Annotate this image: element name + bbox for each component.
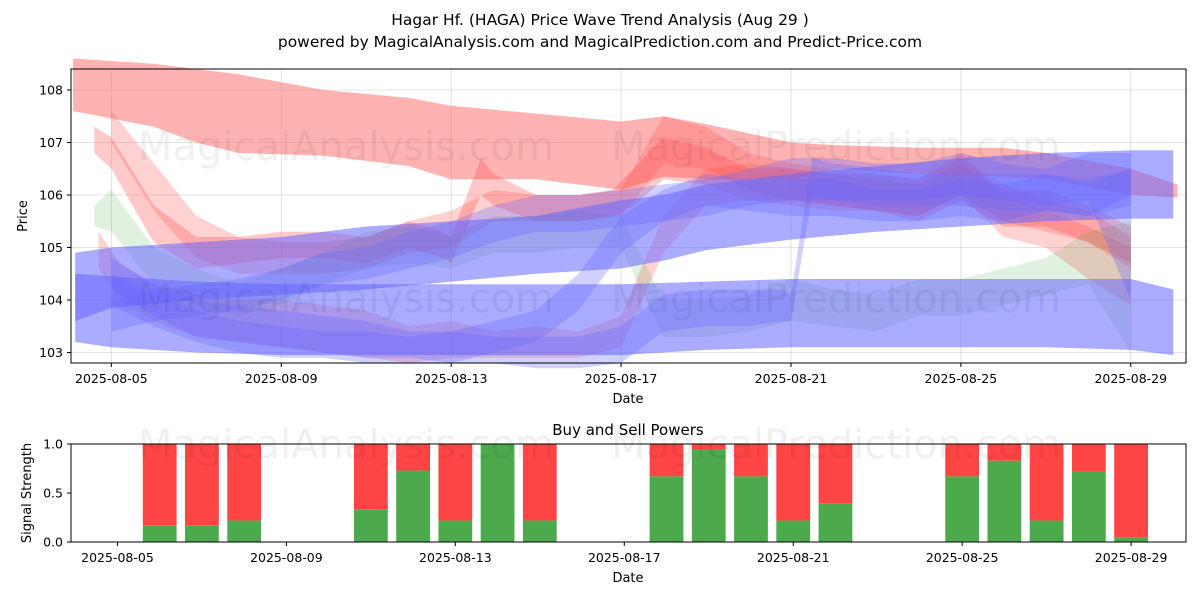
buy-bar bbox=[818, 503, 853, 542]
buy-bar bbox=[987, 460, 1022, 542]
price-band-blue-wave-3 bbox=[111, 153, 1131, 332]
price-band-red-wave-1 bbox=[94, 126, 1131, 269]
sell-bar bbox=[438, 444, 473, 521]
signal-x-axis-label: Date bbox=[612, 571, 643, 586]
price-wave-panel: MagicalAnalysis.com MagicalPrediction.co… bbox=[16, 58, 1187, 407]
buy-bar bbox=[142, 525, 177, 542]
watermark-prediction-mid: MagicalPrediction.com bbox=[611, 276, 1061, 322]
price-x-tick-label: 2025-08-29 bbox=[1094, 371, 1167, 386]
price-x-tick-label: 2025-08-17 bbox=[585, 371, 658, 386]
buy-bar bbox=[734, 476, 768, 542]
price-plot-frame bbox=[70, 68, 1187, 364]
buy-bar bbox=[227, 520, 262, 542]
sell-bar bbox=[691, 444, 726, 450]
signal-x-tick-label: 2025-08-29 bbox=[1095, 550, 1168, 565]
watermark-prediction-bottom: MagicalPrediction.com bbox=[611, 422, 1061, 468]
chart-title: Hagar Hf. (HAGA) Price Wave Trend Analys… bbox=[391, 11, 809, 29]
buy-bar bbox=[691, 449, 726, 542]
price-x-tick-label: 2025-08-21 bbox=[755, 371, 828, 386]
sell-bar bbox=[776, 444, 811, 521]
price-band-blue-wave-1 bbox=[111, 158, 1131, 369]
price-band-red-upper-band bbox=[73, 58, 1178, 198]
price-y-tick-label: 103 bbox=[39, 345, 63, 360]
sell-bar bbox=[1029, 444, 1064, 521]
price-x-tick-label: 2025-08-05 bbox=[75, 371, 148, 386]
buy-bar bbox=[480, 444, 515, 542]
price-band-blue-wave-2 bbox=[111, 168, 1131, 363]
watermark-analysis-top: MagicalAnalysis.com bbox=[138, 124, 554, 170]
price-y-tick-label: 108 bbox=[39, 83, 63, 98]
watermark-analysis-bottom: MagicalAnalysis.com bbox=[138, 422, 554, 468]
price-y-axis-label: Price bbox=[16, 200, 31, 232]
sell-bar bbox=[649, 444, 684, 477]
watermark-prediction-top: MagicalPrediction.com bbox=[611, 124, 1061, 170]
buy-bar bbox=[1029, 520, 1064, 542]
buy-bar bbox=[776, 520, 811, 542]
price-x-axis-label: Date bbox=[612, 392, 643, 407]
sell-bar bbox=[1114, 444, 1148, 538]
buy-bar bbox=[185, 525, 219, 542]
sell-bar bbox=[227, 444, 262, 521]
sell-bar bbox=[1071, 444, 1106, 472]
price-band-blue-upper-band bbox=[75, 150, 1174, 321]
chart-subtitle: powered by MagicalAnalysis.com and Magic… bbox=[278, 33, 922, 51]
sell-bar bbox=[522, 444, 557, 521]
price-x-tick-label: 2025-08-09 bbox=[245, 371, 318, 386]
sell-bar bbox=[353, 444, 388, 510]
sell-bar bbox=[142, 444, 177, 526]
signal-y-tick-label: 0.5 bbox=[43, 486, 63, 501]
signal-y-tick-label: 1.0 bbox=[43, 437, 63, 452]
price-band-blue-lower-band bbox=[75, 273, 1174, 356]
buy-bar bbox=[353, 509, 388, 542]
buy-bar bbox=[1114, 537, 1148, 542]
sell-bar bbox=[396, 444, 430, 471]
sell-bar bbox=[945, 444, 980, 477]
signal-x-tick-label: 2025-08-13 bbox=[419, 550, 492, 565]
price-series-layer bbox=[73, 58, 1178, 369]
price-axes: 2025-08-05 2025-08-09 2025-08-13 2025-08-17… bbox=[39, 83, 1167, 387]
price-y-tick-label: 106 bbox=[39, 188, 63, 203]
price-y-tick-label: 105 bbox=[39, 240, 63, 255]
sell-bar bbox=[987, 444, 1022, 461]
price-y-tick-label: 107 bbox=[39, 135, 63, 150]
signal-x-tick-label: 2025-08-25 bbox=[926, 550, 999, 565]
watermark-analysis-mid: MagicalAnalysis.com bbox=[138, 276, 554, 322]
price-x-tick-label: 2025-08-25 bbox=[925, 371, 998, 386]
buy-bar bbox=[396, 470, 430, 542]
signal-x-tick-label: 2025-08-21 bbox=[757, 550, 830, 565]
signal-y-axis-label: Signal Strength bbox=[20, 443, 35, 543]
price-y-tick-label: 104 bbox=[39, 293, 63, 308]
buy-bar bbox=[438, 520, 473, 542]
buy-sell-panel: Buy and Sell Powers MagicalAnalysis.com … bbox=[20, 421, 1187, 586]
buy-bar bbox=[1071, 471, 1106, 542]
signal-chart-title: Buy and Sell Powers bbox=[552, 421, 704, 439]
signal-x-tick-label: 2025-08-17 bbox=[588, 550, 661, 565]
signal-y-tick-label: 0.0 bbox=[43, 535, 63, 550]
price-x-tick-label: 2025-08-13 bbox=[415, 371, 488, 386]
price-band-red-wave-2 bbox=[111, 111, 1131, 274]
buy-bar bbox=[649, 476, 684, 542]
sell-bar bbox=[818, 444, 853, 504]
signal-axes: 2025-08-05 2025-08-09 2025-08-13 2025-08-17… bbox=[43, 437, 1167, 566]
buy-bar bbox=[945, 476, 980, 542]
sell-bar bbox=[185, 444, 219, 526]
signal-bars-layer bbox=[142, 444, 1148, 542]
sell-bar bbox=[734, 444, 768, 477]
signal-x-tick-label: 2025-08-05 bbox=[81, 550, 154, 565]
buy-bar bbox=[522, 520, 557, 542]
signal-x-tick-label: 2025-08-09 bbox=[250, 550, 323, 565]
